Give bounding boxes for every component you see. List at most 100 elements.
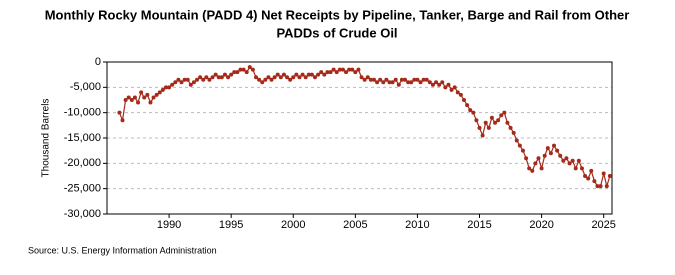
data-point <box>545 146 550 151</box>
data-point <box>353 70 358 75</box>
data-point <box>129 98 134 102</box>
data-point <box>250 67 255 72</box>
data-point <box>316 72 321 77</box>
data-point <box>530 168 535 173</box>
data-point <box>604 184 609 189</box>
data-point <box>291 75 296 80</box>
data-point <box>586 176 591 181</box>
data-point <box>328 70 333 75</box>
data-point <box>185 77 190 82</box>
y-axis-label: Thousand Barrels <box>41 99 52 178</box>
data-point <box>123 98 128 102</box>
data-point <box>238 67 243 72</box>
data-point <box>207 77 212 82</box>
data-point <box>198 75 203 80</box>
data-point <box>471 110 476 115</box>
data-point <box>583 174 588 178</box>
y-tick-label: -25,000 <box>64 183 101 195</box>
data-point <box>182 77 187 82</box>
x-tick-label: 2025 <box>591 219 615 231</box>
data-point <box>461 98 466 102</box>
data-point <box>350 67 355 72</box>
y-tick-label: -30,000 <box>64 208 101 220</box>
data-point <box>334 70 339 75</box>
data-point <box>257 77 262 82</box>
data-point <box>229 72 234 77</box>
data-point <box>303 75 308 80</box>
data-point <box>384 77 389 82</box>
data-point <box>176 77 181 82</box>
data-point <box>188 82 193 87</box>
plot-frame <box>106 61 613 215</box>
data-point <box>297 75 302 80</box>
data-point <box>117 110 122 115</box>
data-point <box>222 72 227 77</box>
x-tick-label: 2020 <box>529 219 553 231</box>
data-point <box>570 158 575 163</box>
data-point <box>235 70 240 75</box>
data-point <box>309 72 314 77</box>
data-point <box>508 125 513 130</box>
data-point <box>319 70 324 75</box>
data-point <box>406 80 411 85</box>
data-point <box>505 120 510 125</box>
data-point <box>204 75 209 80</box>
data-point <box>533 161 538 166</box>
data-point <box>564 156 569 161</box>
data-point <box>393 77 398 82</box>
data-point <box>148 100 153 105</box>
data-point <box>489 115 494 120</box>
data-point <box>216 75 221 80</box>
data-point <box>576 158 581 163</box>
data-point <box>269 77 274 82</box>
data-point <box>285 75 290 80</box>
data-point <box>219 75 224 80</box>
data-point <box>232 70 237 75</box>
series-line <box>118 66 611 189</box>
data-point <box>418 80 423 85</box>
data-point <box>477 125 482 130</box>
data-point <box>136 100 141 105</box>
data-point <box>480 133 485 138</box>
data-point <box>595 184 600 189</box>
x-tick-label: 1990 <box>157 219 181 231</box>
data-point <box>493 120 498 125</box>
data-point <box>558 153 563 158</box>
data-point <box>294 72 299 77</box>
data-point <box>120 118 125 123</box>
data-point <box>573 166 578 171</box>
data-point <box>381 80 386 85</box>
data-point <box>403 77 408 82</box>
data-point <box>542 153 547 158</box>
data-point <box>434 80 439 85</box>
y-tick-label: -20,000 <box>64 157 101 169</box>
data-point <box>163 85 168 90</box>
data-point <box>520 148 525 153</box>
data-point <box>452 85 457 90</box>
x-tick-label: 2000 <box>281 219 305 231</box>
data-point <box>598 184 603 189</box>
x-tick-label: 2015 <box>467 219 491 231</box>
data-point <box>312 75 317 80</box>
data-point <box>561 158 566 163</box>
data-point <box>449 87 454 92</box>
data-point <box>579 166 584 171</box>
data-point <box>399 77 404 82</box>
data-point <box>468 108 473 113</box>
data-point <box>499 113 504 118</box>
data-point <box>440 80 445 85</box>
data-point <box>210 75 215 80</box>
data-point <box>145 92 150 97</box>
data-point <box>151 95 156 100</box>
source: Source: U.S. Energy Information Administ… <box>28 245 217 255</box>
data-point <box>496 118 501 123</box>
data-point <box>266 75 271 80</box>
data-point <box>458 92 463 97</box>
data-point <box>167 85 172 90</box>
data-point <box>592 179 597 184</box>
data-point <box>555 148 560 153</box>
data-point <box>511 130 516 135</box>
x-tick-label: 2005 <box>343 219 367 231</box>
data-point <box>548 151 553 156</box>
data-point <box>601 171 606 176</box>
